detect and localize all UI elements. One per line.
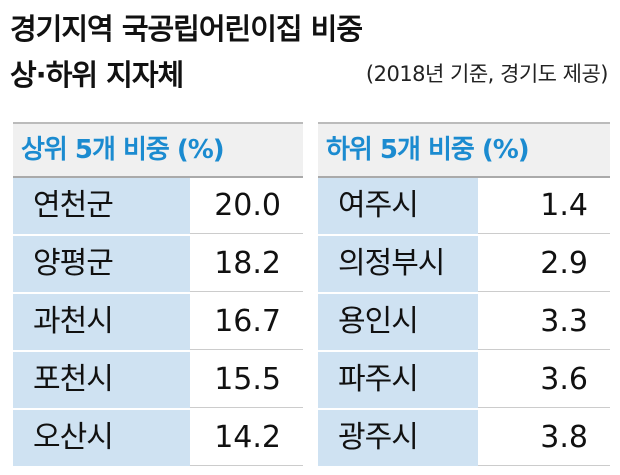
title: 경기지역 국공립어린이집 비중 <box>10 12 363 46</box>
value-cell: 15.5 <box>190 352 303 408</box>
region-cell: 연천군 <box>13 178 190 234</box>
note: (2018년 기준, 경기도 제공) <box>365 62 609 86</box>
region-cell: 양평군 <box>13 236 190 292</box>
value-cell: 18.2 <box>190 236 303 292</box>
value-cell: 1.4 <box>478 178 610 234</box>
table-row: 포천시 15.5 <box>13 352 303 410</box>
table: 상위 5개 비중 (%) 연천군 20.0 양평군 18.2 과천시 16.7 포천시 15.5… <box>13 122 303 468</box>
region-cell: 광주시 <box>318 410 478 466</box>
value-cell: 2.9 <box>478 236 610 292</box>
subtitle: 상·하위 지자체 <box>10 58 184 92</box>
value-cell: 16.7 <box>190 294 303 350</box>
region-cell: 용인시 <box>318 294 478 350</box>
table-row: 의정부시 2.9 <box>318 236 610 294</box>
table-row: 여주시 1.4 <box>318 178 610 236</box>
region-cell: 여주시 <box>318 178 478 234</box>
table-row: 광주시 3.8 <box>318 410 610 468</box>
region-cell: 의정부시 <box>318 236 478 292</box>
value-cell: 3.8 <box>478 410 610 466</box>
table-row: 연천군 20.0 <box>13 178 303 236</box>
region-cell: 파주시 <box>318 352 478 408</box>
table-row: 오산시 14.2 <box>13 410 303 468</box>
value-cell: 3.3 <box>478 294 610 350</box>
value-cell: 20.0 <box>190 178 303 234</box>
table-row: 파주시 3.6 <box>318 352 610 410</box>
region-cell: 과천시 <box>13 294 190 350</box>
region-cell: 포천시 <box>13 352 190 408</box>
table-row: 양평군 18.2 <box>13 236 303 294</box>
table-header: 하위 5개 비중 (%) <box>318 122 610 178</box>
table: 하위 5개 비중 (%) 여주시 1.4 의정부시 2.9 용인시 3.3 파주시 3.6 광주시… <box>318 122 610 468</box>
value-cell: 14.2 <box>190 410 303 466</box>
value-cell: 3.6 <box>478 352 610 408</box>
table-row: 용인시 3.3 <box>318 294 610 352</box>
table-header: 상위 5개 비중 (%) <box>13 122 303 178</box>
region-cell: 오산시 <box>13 410 190 466</box>
table-row: 과천시 16.7 <box>13 294 303 352</box>
